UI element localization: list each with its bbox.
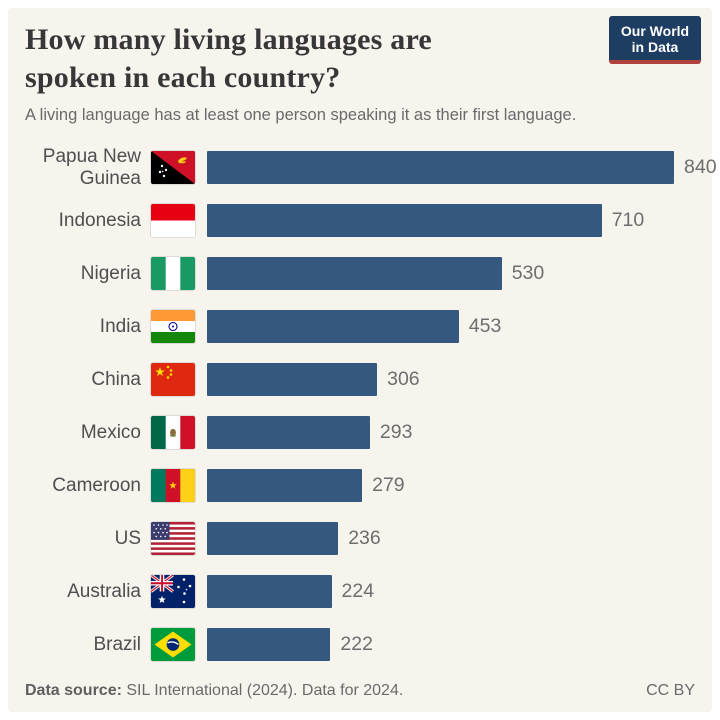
bar-value: 224 xyxy=(341,580,375,602)
data-source-text: SIL International (2024). Data for 2024. xyxy=(121,682,404,699)
bar-value: 453 xyxy=(468,315,502,337)
bar-brazil[interactable] xyxy=(207,628,331,661)
logo-line-2: in Data xyxy=(631,39,679,55)
country-label: Papua New Guinea xyxy=(42,146,141,189)
chart-row: US 236 xyxy=(25,512,696,565)
bar-chart: Papua New Guinea 840 Indonesia 710 Niger… xyxy=(25,141,717,671)
flag-indonesia-icon xyxy=(151,204,195,237)
data-source: Data source: SIL International (2024). D… xyxy=(25,682,403,700)
flag-papua-new-guinea-icon xyxy=(151,151,195,184)
bar-india[interactable] xyxy=(207,310,459,343)
country-label: US xyxy=(114,527,141,549)
bar-cameroon[interactable] xyxy=(207,469,363,502)
chart-row: Papua New Guinea 840 xyxy=(25,141,717,194)
bar-china[interactable] xyxy=(207,363,378,396)
country-label: Mexico xyxy=(80,421,141,443)
flag-brazil-icon xyxy=(151,628,195,661)
bar-value: 306 xyxy=(387,368,420,390)
flag-mexico-icon xyxy=(151,416,195,449)
chart-row: Australia 224 xyxy=(25,565,696,618)
data-source-label: Data source: xyxy=(25,682,122,699)
chart-subtitle: A living language has at least one perso… xyxy=(25,106,577,124)
bar-value: 530 xyxy=(511,262,545,284)
bar-australia[interactable] xyxy=(207,575,332,608)
flag-india-icon xyxy=(151,310,195,343)
chart-row: Indonesia 710 xyxy=(25,194,696,247)
bar-us[interactable] xyxy=(207,522,339,555)
logo-line-1: Our World xyxy=(620,23,690,39)
title-line-1: How many living languages are xyxy=(25,23,432,56)
bar-indonesia[interactable] xyxy=(207,204,602,237)
page-title: How many living languages are spoken in … xyxy=(25,21,585,97)
owid-logo[interactable]: Our World in Data xyxy=(609,16,701,64)
bar-value: 293 xyxy=(379,421,413,443)
country-label: Cameroon xyxy=(52,474,141,496)
title-line-2: spoken in each country? xyxy=(25,61,341,94)
chart-row: Brazil 222 xyxy=(25,618,696,671)
bar-value: 840 xyxy=(684,156,717,178)
flag-australia-icon xyxy=(151,575,195,608)
chart-row: India 453 xyxy=(25,300,696,353)
bar-value: 236 xyxy=(348,527,381,549)
bar-mexico[interactable] xyxy=(207,416,370,449)
flag-cameroon-icon xyxy=(151,469,195,502)
chart-row: Nigeria 530 xyxy=(25,247,696,300)
bar-papua-new-guinea[interactable] xyxy=(207,151,674,184)
country-label: China xyxy=(91,368,141,390)
country-label: Nigeria xyxy=(80,262,141,284)
chart-footer: Data source: SIL International (2024). D… xyxy=(25,682,695,700)
bar-value: 222 xyxy=(340,633,373,655)
flag-nigeria-icon xyxy=(151,257,195,290)
country-label: Brazil xyxy=(93,633,141,655)
country-label: India xyxy=(99,315,141,337)
bar-nigeria[interactable] xyxy=(207,257,502,290)
chart-row: Mexico 293 xyxy=(25,406,696,459)
flag-us-icon xyxy=(151,522,195,555)
chart-canvas: How many living languages are spoken in … xyxy=(8,8,717,712)
country-label: Australia xyxy=(67,580,141,602)
chart-row: Cameroon 279 xyxy=(25,459,696,512)
bar-value: 279 xyxy=(372,474,405,496)
chart-row: China 306 xyxy=(25,353,696,406)
bar-value: 710 xyxy=(611,209,645,231)
country-label: Indonesia xyxy=(58,209,141,231)
license-badge[interactable]: CC BY xyxy=(646,682,695,699)
flag-china-icon xyxy=(151,363,195,396)
